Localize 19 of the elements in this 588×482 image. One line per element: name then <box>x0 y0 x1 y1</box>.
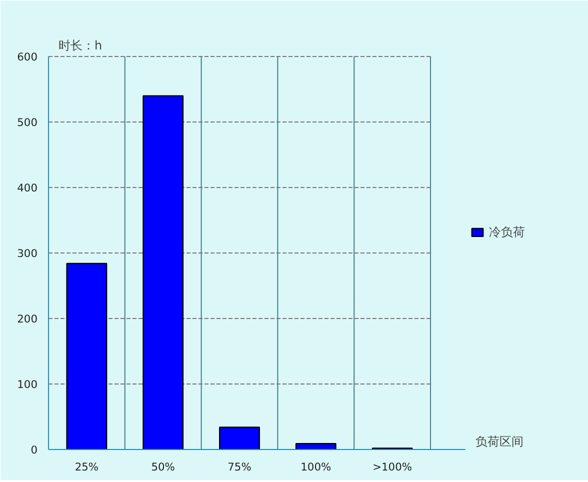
y-axis-title: 时长：h <box>58 38 102 52</box>
y-tick-label: 100 <box>17 378 38 391</box>
y-tick-label: 0 <box>30 444 38 456</box>
x-axis-title: 负荷区间 <box>476 434 524 448</box>
bar <box>219 426 260 450</box>
x-tick-label: 25% <box>74 460 99 474</box>
y-tick-label: 300 <box>17 247 38 260</box>
legend-label: 冷负荷 <box>489 224 525 240</box>
y-tick-label: 500 <box>17 116 38 129</box>
bar <box>295 443 336 450</box>
x-tick-label: 100% <box>300 460 332 474</box>
x-tick-label: 50% <box>151 460 175 474</box>
y-tick-label: 200 <box>17 312 38 326</box>
y-tick-label: 600 <box>17 50 38 64</box>
x-tick-label: >100% <box>372 460 412 474</box>
y-tick-label: 400 <box>17 182 38 194</box>
bar <box>142 95 184 450</box>
x-tick-label: 75% <box>228 460 252 474</box>
bar <box>66 262 108 450</box>
